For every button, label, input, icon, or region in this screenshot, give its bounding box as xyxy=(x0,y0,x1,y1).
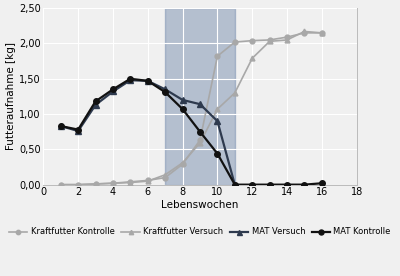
MAT Versuch xyxy=(76,129,80,133)
MAT Versuch xyxy=(110,90,115,93)
Kraftfutter Versuch xyxy=(93,182,98,185)
MAT Kontrolle xyxy=(232,183,237,186)
MAT Kontrolle xyxy=(267,183,272,186)
MAT Kontrolle xyxy=(58,124,63,128)
MAT Kontrolle xyxy=(302,183,307,186)
Kraftfutter Versuch xyxy=(76,183,80,186)
Kraftfutter Kontrolle xyxy=(267,38,272,42)
MAT Kontrolle xyxy=(198,130,202,133)
Kraftfutter Versuch xyxy=(285,38,290,42)
MAT Kontrolle xyxy=(180,107,185,111)
MAT Versuch xyxy=(93,103,98,107)
MAT Versuch xyxy=(163,88,168,91)
Kraftfutter Versuch xyxy=(58,183,63,186)
Line: Kraftfutter Versuch: Kraftfutter Versuch xyxy=(58,29,324,187)
Kraftfutter Versuch xyxy=(198,141,202,145)
MAT Versuch xyxy=(180,98,185,102)
Kraftfutter Versuch xyxy=(250,57,255,60)
Kraftfutter Versuch xyxy=(302,30,307,33)
MAT Versuch xyxy=(215,120,220,123)
MAT Kontrolle xyxy=(76,128,80,131)
Kraftfutter Kontrolle xyxy=(232,40,237,44)
Kraftfutter Kontrolle xyxy=(76,183,80,186)
Kraftfutter Kontrolle xyxy=(302,31,307,34)
X-axis label: Lebenswochen: Lebenswochen xyxy=(161,200,239,210)
Kraftfutter Versuch xyxy=(145,179,150,183)
MAT Versuch xyxy=(58,124,63,128)
Line: Kraftfutter Kontrolle: Kraftfutter Kontrolle xyxy=(58,30,324,187)
Kraftfutter Kontrolle xyxy=(145,179,150,182)
Kraftfutter Kontrolle xyxy=(93,182,98,185)
MAT Kontrolle xyxy=(250,183,255,186)
Kraftfutter Versuch xyxy=(320,31,324,34)
Legend: Kraftfutter Kontrolle, Kraftfutter Versuch, MAT Versuch, MAT Kontrolle: Kraftfutter Kontrolle, Kraftfutter Versu… xyxy=(6,224,394,240)
MAT Kontrolle xyxy=(110,88,115,91)
Kraftfutter Kontrolle xyxy=(320,31,324,34)
MAT Versuch xyxy=(128,78,133,82)
Kraftfutter Versuch xyxy=(180,161,185,164)
MAT Kontrolle xyxy=(163,91,168,94)
MAT Versuch xyxy=(198,102,202,106)
Y-axis label: Futteraufnahme [kg]: Futteraufnahme [kg] xyxy=(6,43,16,150)
MAT Kontrolle xyxy=(93,100,98,103)
Kraftfutter Kontrolle xyxy=(180,163,185,166)
Kraftfutter Kontrolle xyxy=(285,35,290,39)
Kraftfutter Kontrolle xyxy=(198,139,202,142)
MAT Kontrolle xyxy=(320,182,324,185)
MAT Kontrolle xyxy=(285,183,290,186)
Kraftfutter Versuch xyxy=(267,40,272,43)
MAT Versuch xyxy=(232,183,237,186)
MAT Versuch xyxy=(145,79,150,83)
MAT Kontrolle xyxy=(145,79,150,83)
Kraftfutter Kontrolle xyxy=(110,182,115,185)
Kraftfutter Kontrolle xyxy=(250,39,255,42)
Kraftfutter Versuch xyxy=(232,91,237,95)
Kraftfutter Kontrolle xyxy=(58,183,63,186)
Kraftfutter Versuch xyxy=(110,182,115,185)
Bar xyxy=(165,8,235,185)
Kraftfutter Kontrolle xyxy=(128,180,133,184)
MAT Kontrolle xyxy=(215,152,220,155)
Kraftfutter Kontrolle xyxy=(215,55,220,58)
Line: MAT Versuch: MAT Versuch xyxy=(58,77,238,187)
Kraftfutter Kontrolle xyxy=(163,176,168,179)
MAT Kontrolle xyxy=(128,77,133,80)
Kraftfutter Versuch xyxy=(215,107,220,111)
Kraftfutter Versuch xyxy=(128,181,133,184)
Line: MAT Kontrolle: MAT Kontrolle xyxy=(58,76,325,187)
Kraftfutter Versuch xyxy=(163,173,168,176)
